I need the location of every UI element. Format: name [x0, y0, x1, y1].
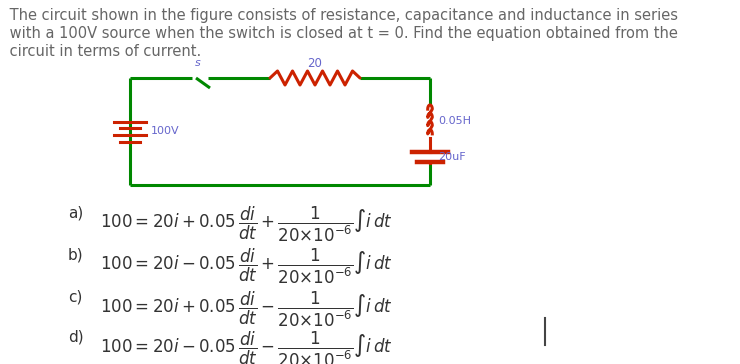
Text: The circuit shown in the figure consists of resistance, capacitance and inductan: The circuit shown in the figure consists…	[5, 8, 678, 23]
Text: $100 = 20\mathit{i} - 0.05\,\dfrac{di}{dt} - \dfrac{1}{20{\times}10^{-6}}\int \m: $100 = 20\mathit{i} - 0.05\,\dfrac{di}{d…	[100, 330, 393, 364]
Text: 20uF: 20uF	[438, 151, 465, 162]
Text: c): c)	[68, 290, 82, 305]
Text: circuit in terms of current.: circuit in terms of current.	[5, 44, 201, 59]
Text: 100V: 100V	[151, 127, 180, 136]
Text: 20: 20	[308, 57, 323, 70]
Text: $100 = 20\mathit{i} + 0.05\,\dfrac{di}{dt} - \dfrac{1}{20{\times}10^{-6}}\int \m: $100 = 20\mathit{i} + 0.05\,\dfrac{di}{d…	[100, 290, 393, 329]
Text: 0.05H: 0.05H	[438, 116, 471, 127]
Text: $100 = 20\mathit{i} - 0.05\,\dfrac{di}{dt} + \dfrac{1}{20{\times}10^{-6}}\int \m: $100 = 20\mathit{i} - 0.05\,\dfrac{di}{d…	[100, 247, 393, 286]
Text: d): d)	[68, 330, 84, 345]
Text: $100 = 20\mathit{i} + 0.05\,\dfrac{di}{dt} + \dfrac{1}{20{\times}10^{-6}}\int \m: $100 = 20\mathit{i} + 0.05\,\dfrac{di}{d…	[100, 205, 393, 244]
Text: s: s	[195, 58, 201, 68]
Text: with a 100V source when the switch is closed at t = 0. Find the equation obtaine: with a 100V source when the switch is cl…	[5, 26, 678, 41]
Text: b): b)	[68, 247, 84, 262]
Text: a): a)	[68, 205, 83, 220]
